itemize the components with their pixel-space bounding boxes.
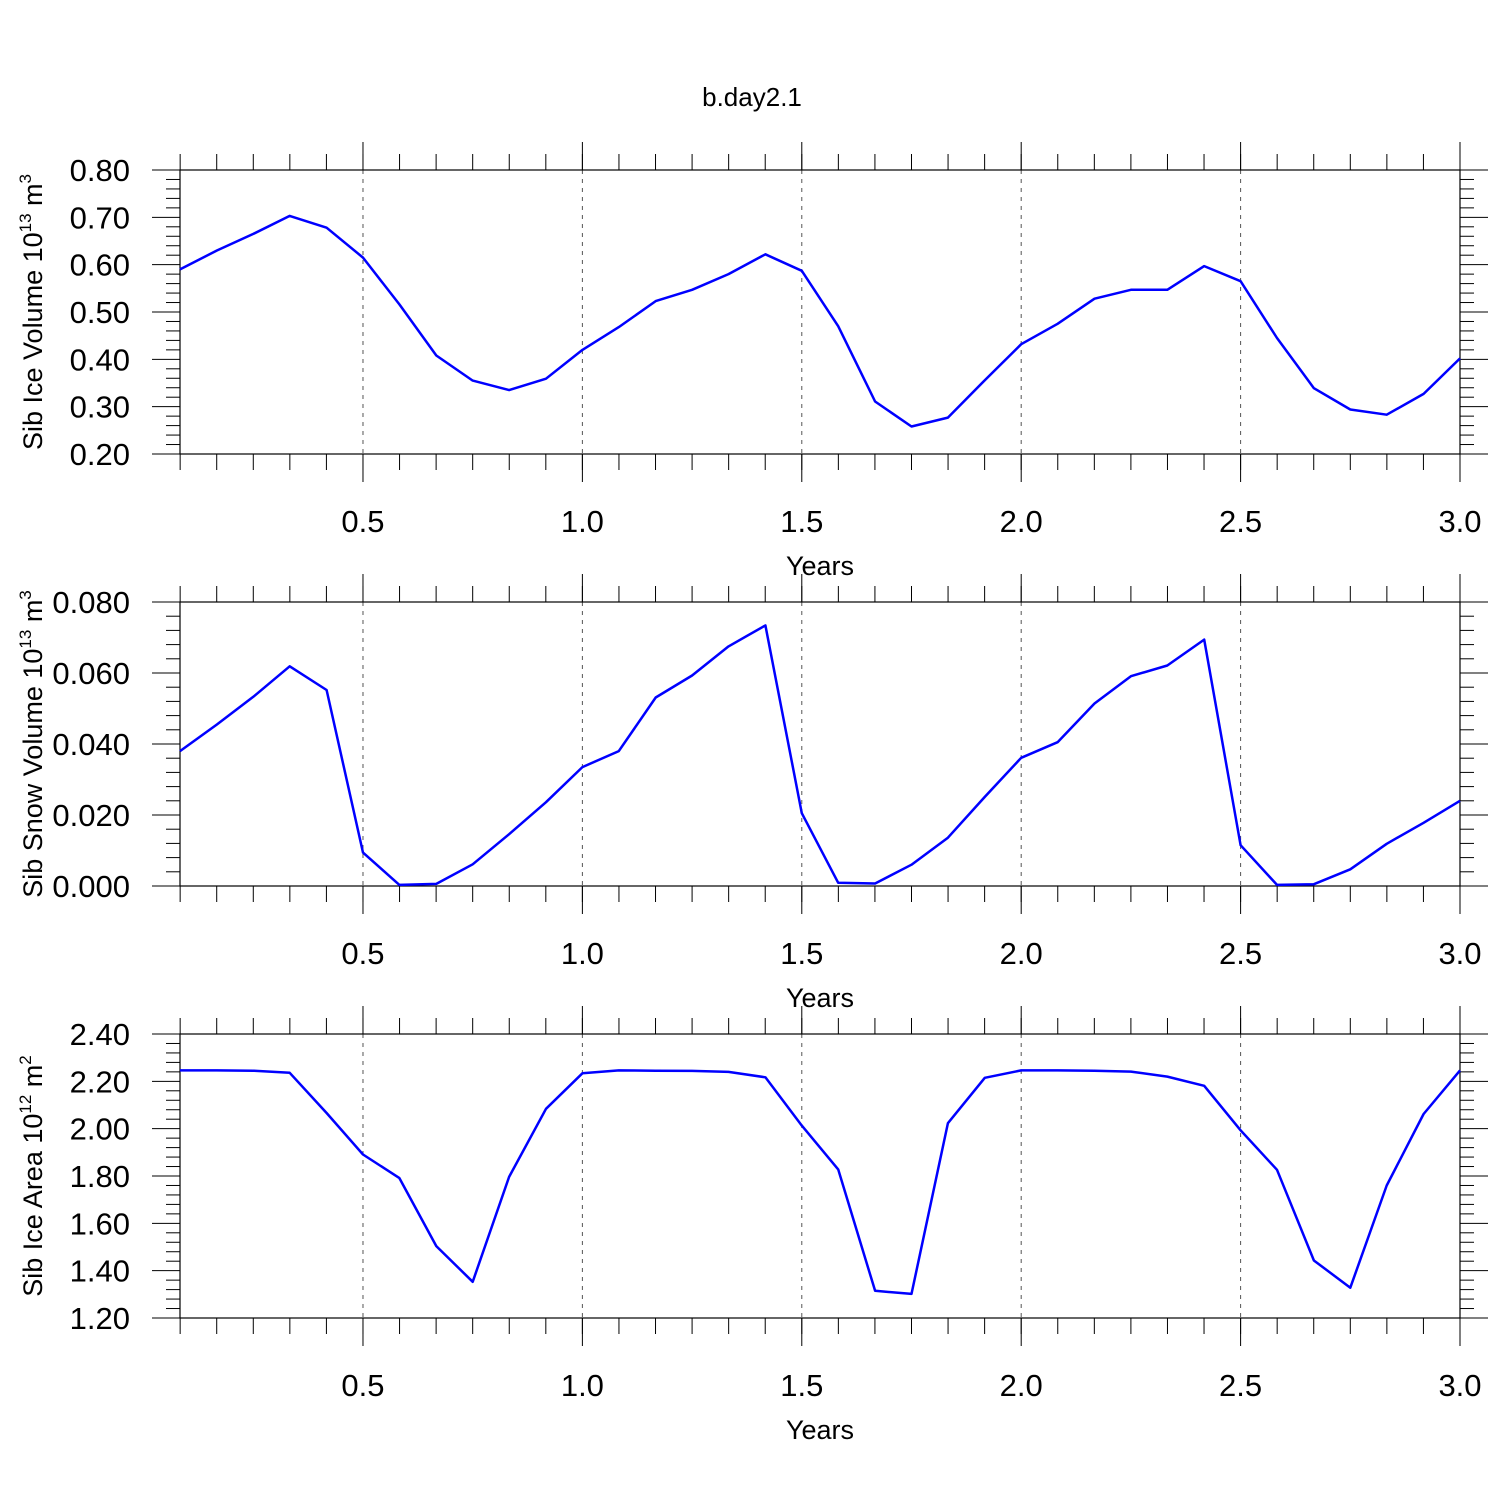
- y-tick-label: 2.20: [70, 1064, 130, 1099]
- plot-frame: [179, 1033, 1461, 1319]
- chart-panel-3: 0.5 1.0 1.5 2.0 2.5 3.0 1.20 1.40 1.60 1.80 2.00 2.…: [16, 1006, 1488, 1445]
- y-tick-label: 2.00: [70, 1112, 130, 1147]
- y-tick-label: 0.50: [70, 295, 130, 330]
- x-tick-label: 1.5: [780, 1368, 823, 1403]
- y-tick-label: 0.000: [52, 869, 130, 904]
- y-tick-label: 0.20: [70, 437, 130, 472]
- y-tick-label: 2.40: [70, 1017, 130, 1052]
- y-tick-label: 1.80: [70, 1159, 130, 1194]
- x-tick-label: 2.5: [1219, 1368, 1262, 1403]
- y-axis-label-unit: m: [18, 183, 48, 213]
- y-axis-label-unit: m: [18, 1065, 48, 1095]
- y-tick-label: 0.40: [70, 342, 130, 377]
- y-axis-label: Sib Ice Area 1012 m2: [16, 1055, 48, 1297]
- y-tick-label: 1.40: [70, 1254, 130, 1289]
- x-tick-label: 0.5: [341, 504, 384, 539]
- y-tick-label: 0.060: [52, 656, 130, 691]
- chart-panels: 0.5 1.0 1.5 2.0 2.5 3.0 0.20 0.30 0.40 0.50 0.60 0.…: [16, 142, 1488, 1445]
- y-tick-label: 0.040: [52, 727, 130, 762]
- y-axis-label-text: Sib Snow Volume 10: [18, 649, 48, 898]
- chart-panel-1: 0.5 1.0 1.5 2.0 2.5 3.0 0.20 0.30 0.40 0.50 0.60 0.…: [16, 142, 1488, 581]
- y-axis-label-text: Sib Ice Volume 10: [18, 232, 48, 450]
- y-axis-label-unit-exponent: 3: [16, 590, 35, 599]
- figure-title: b.day2.1: [702, 82, 802, 112]
- x-tick-label: 1.0: [561, 936, 604, 971]
- x-tick-label: 0.5: [341, 936, 384, 971]
- series-line: [179, 624, 1461, 887]
- x-tick-label: 2.0: [1000, 504, 1043, 539]
- x-tick-label: 3.0: [1438, 1368, 1481, 1403]
- x-tick-label: 2.0: [1000, 1368, 1043, 1403]
- y-tick-label: 0.080: [52, 585, 130, 620]
- x-tick-label: 0.5: [341, 1368, 384, 1403]
- y-tick-label: 1.60: [70, 1206, 130, 1241]
- y-axis-label-exponent: 13: [16, 213, 35, 232]
- x-tick-label: 2.0: [1000, 936, 1043, 971]
- y-axis-label: Sib Ice Volume 1013 m3: [16, 174, 48, 450]
- y-axis-label-unit-exponent: 2: [16, 1055, 35, 1064]
- y-tick-label: 1.20: [70, 1301, 130, 1336]
- x-tick-label: 3.0: [1438, 936, 1481, 971]
- x-tick-label: 3.0: [1438, 504, 1481, 539]
- y-tick-label: 0.70: [70, 200, 130, 235]
- x-axis-label: Years: [786, 1415, 854, 1445]
- y-axis-label-unit-exponent: 3: [16, 174, 35, 183]
- y-axis-label-exponent: 12: [16, 1095, 35, 1114]
- y-axis-label: Sib Snow Volume 1013 m3: [16, 590, 48, 898]
- x-tick-label: 1.5: [780, 936, 823, 971]
- x-axis-label: Years: [786, 551, 854, 581]
- series-line: [179, 214, 1461, 428]
- y-axis-label-exponent: 13: [16, 630, 35, 649]
- x-tick-label: 1.0: [561, 1368, 604, 1403]
- y-tick-label: 0.020: [52, 798, 130, 833]
- y-axis-label-text: Sib Ice Area 10: [18, 1114, 48, 1297]
- y-tick-label: 0.80: [70, 153, 130, 188]
- plot-frame: [179, 169, 1461, 455]
- chart-panel-2: 0.5 1.0 1.5 2.0 2.5 3.0 0.000 0.020 0.040 0.060 0.…: [16, 574, 1488, 1013]
- series-line: [180, 1069, 1461, 1296]
- y-tick-label: 0.60: [70, 248, 130, 283]
- x-tick-label: 1.0: [561, 504, 604, 539]
- plot-frame: [179, 601, 1461, 887]
- x-tick-label: 2.5: [1219, 504, 1262, 539]
- x-axis-label: Years: [786, 983, 854, 1013]
- y-axis-label-unit: m: [18, 600, 48, 630]
- x-tick-label: 1.5: [780, 504, 823, 539]
- x-tick-label: 2.5: [1219, 936, 1262, 971]
- y-tick-label: 0.30: [70, 390, 130, 425]
